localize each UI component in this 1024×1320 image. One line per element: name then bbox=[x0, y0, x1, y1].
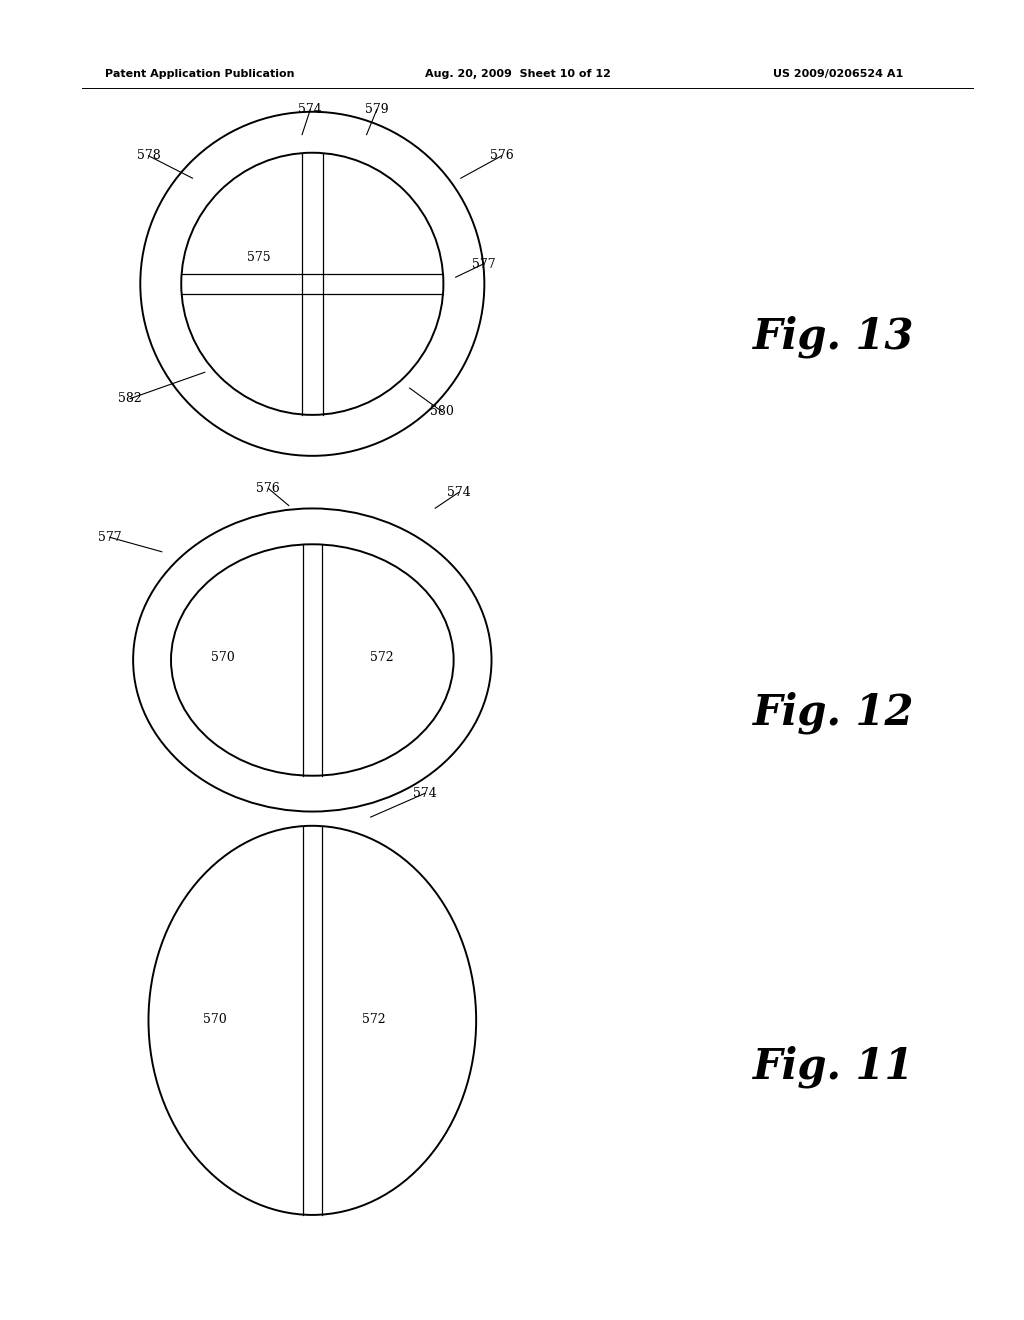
Text: 580: 580 bbox=[430, 405, 455, 418]
Text: 582: 582 bbox=[118, 392, 142, 405]
Text: 570: 570 bbox=[211, 651, 236, 664]
Text: Fig. 11: Fig. 11 bbox=[753, 1045, 914, 1088]
Text: US 2009/0206524 A1: US 2009/0206524 A1 bbox=[773, 69, 903, 79]
Text: Aug. 20, 2009  Sheet 10 of 12: Aug. 20, 2009 Sheet 10 of 12 bbox=[425, 69, 611, 79]
Text: 574: 574 bbox=[446, 486, 471, 499]
Text: 576: 576 bbox=[489, 149, 514, 162]
Text: 574: 574 bbox=[413, 787, 437, 800]
Text: 577: 577 bbox=[97, 531, 122, 544]
Text: 570: 570 bbox=[203, 1012, 227, 1026]
Text: Fig. 13: Fig. 13 bbox=[753, 315, 914, 358]
Text: Patent Application Publication: Patent Application Publication bbox=[105, 69, 295, 79]
Text: Fig. 12: Fig. 12 bbox=[753, 692, 914, 734]
Text: 577: 577 bbox=[471, 257, 496, 271]
Text: 572: 572 bbox=[361, 1012, 386, 1026]
Text: 575: 575 bbox=[247, 251, 271, 264]
Text: 572: 572 bbox=[370, 651, 394, 664]
Text: 579: 579 bbox=[365, 103, 389, 116]
Text: 574: 574 bbox=[298, 103, 323, 116]
Text: 576: 576 bbox=[256, 482, 281, 495]
Text: 578: 578 bbox=[136, 149, 161, 162]
